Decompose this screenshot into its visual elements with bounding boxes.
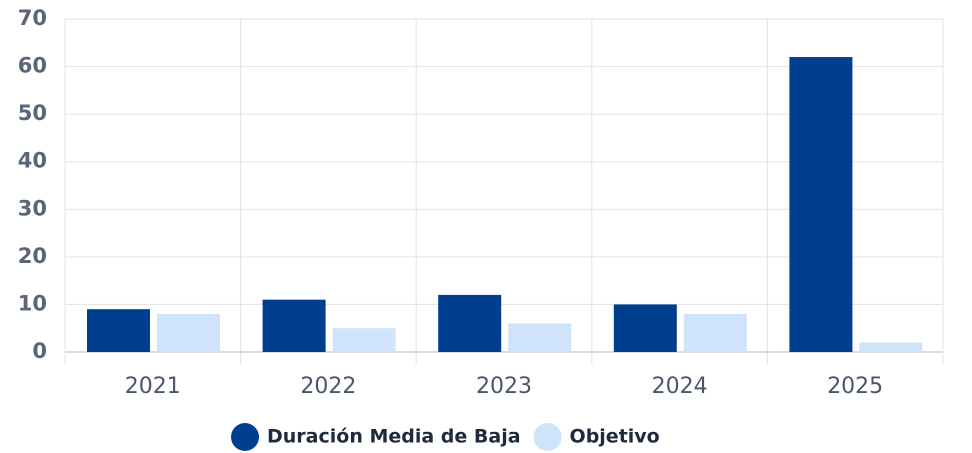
y-tick-label: 30 <box>18 196 47 220</box>
y-tick-label: 10 <box>18 291 47 315</box>
bar <box>157 313 220 352</box>
bar <box>438 294 502 352</box>
y-tick-label: 70 <box>18 6 47 30</box>
bar <box>87 309 150 352</box>
legend-swatch <box>533 423 562 451</box>
y-tick-label: 20 <box>18 244 47 268</box>
x-tick-label: 2023 <box>476 374 532 399</box>
bar <box>262 299 326 352</box>
bar <box>508 323 572 352</box>
y-tick-label: 40 <box>18 149 47 173</box>
legend-swatch <box>231 423 259 451</box>
bar <box>789 57 853 353</box>
legend-label: Duración Media de Baja <box>267 426 521 448</box>
x-tick-label: 2024 <box>652 374 708 399</box>
x-tick-label: 2025 <box>827 374 883 399</box>
legend-label: Objetivo <box>570 426 660 448</box>
bar <box>613 304 677 352</box>
bar <box>332 328 396 352</box>
y-tick-label: 0 <box>32 339 47 363</box>
y-tick-label: 60 <box>18 54 47 78</box>
bar <box>859 342 923 352</box>
bar <box>683 313 747 352</box>
x-tick-label: 2021 <box>125 374 181 399</box>
x-tick-label: 2022 <box>300 374 356 399</box>
y-tick-label: 50 <box>18 101 47 125</box>
